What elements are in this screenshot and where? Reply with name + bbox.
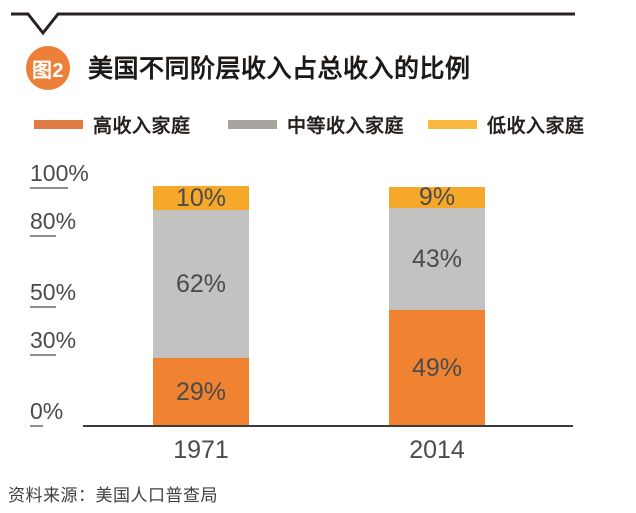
legend-item-low-income: 低收入家庭 [428,111,585,137]
bar-segment: 62% [153,210,249,358]
y-tick-percent-sign: % [55,208,77,234]
top-rule-notch [11,12,575,36]
y-tick-value: 80 [30,210,56,237]
bar-segment-label: 10% [175,183,227,212]
legend-label: 低收入家庭 [487,115,585,137]
bar-1971: 10% 62% 29% [153,183,249,427]
bar-segment: 10% [153,183,249,212]
figure-number-badge: 图2 [26,46,70,90]
legend: 高收入家庭 中等收入家庭 低收入家庭 [0,111,636,137]
legend-swatch-low-income [428,119,477,129]
bar-segment-label: 9% [418,183,456,211]
legend-item-high-income: 高收入家庭 [34,111,191,137]
y-tick-value: 30 [30,329,56,356]
x-axis-label: 1971 [173,436,229,464]
y-tick-percent-sign: % [68,160,89,186]
bar-segment: 9% [389,183,485,211]
x-axis-line [83,425,573,427]
y-tick: 0% [30,400,63,427]
figure-number-label: 图2 [31,59,65,82]
figure-title: 美国不同阶层收入占总收入的比例 [88,55,471,83]
bar-segment: 29% [153,358,249,427]
y-tick: 30% [30,329,76,356]
legend-swatch-high-income [34,119,83,129]
bar-segment: 49% [389,310,485,427]
x-axis-label: 2014 [409,436,465,464]
source-note: 资料来源：美国人口普查局 [8,486,218,505]
y-tick: 50% [30,281,76,308]
y-tick-value: 100 [30,162,69,189]
bar-segment-label: 43% [411,244,463,273]
y-tick-value: 50 [30,281,56,308]
bar-2014: 9% 43% 49% [389,183,485,427]
bar-segment-label: 29% [175,378,227,406]
y-tick-percent-sign: % [42,398,64,424]
y-tick: 100% [30,162,89,189]
y-tick-value: 0 [30,400,43,427]
legend-label: 中等收入家庭 [287,115,405,137]
y-tick-percent-sign: % [55,279,77,305]
legend-item-middle-income: 中等收入家庭 [228,111,404,137]
bar-segment-label: 49% [411,354,463,382]
y-tick: 80% [30,210,76,237]
bar-segment: 43% [389,208,485,310]
legend-swatch-middle-income [228,119,277,129]
bar-segment-label: 62% [175,269,227,298]
legend-label: 高收入家庭 [93,115,191,137]
y-tick-percent-sign: % [55,327,77,353]
